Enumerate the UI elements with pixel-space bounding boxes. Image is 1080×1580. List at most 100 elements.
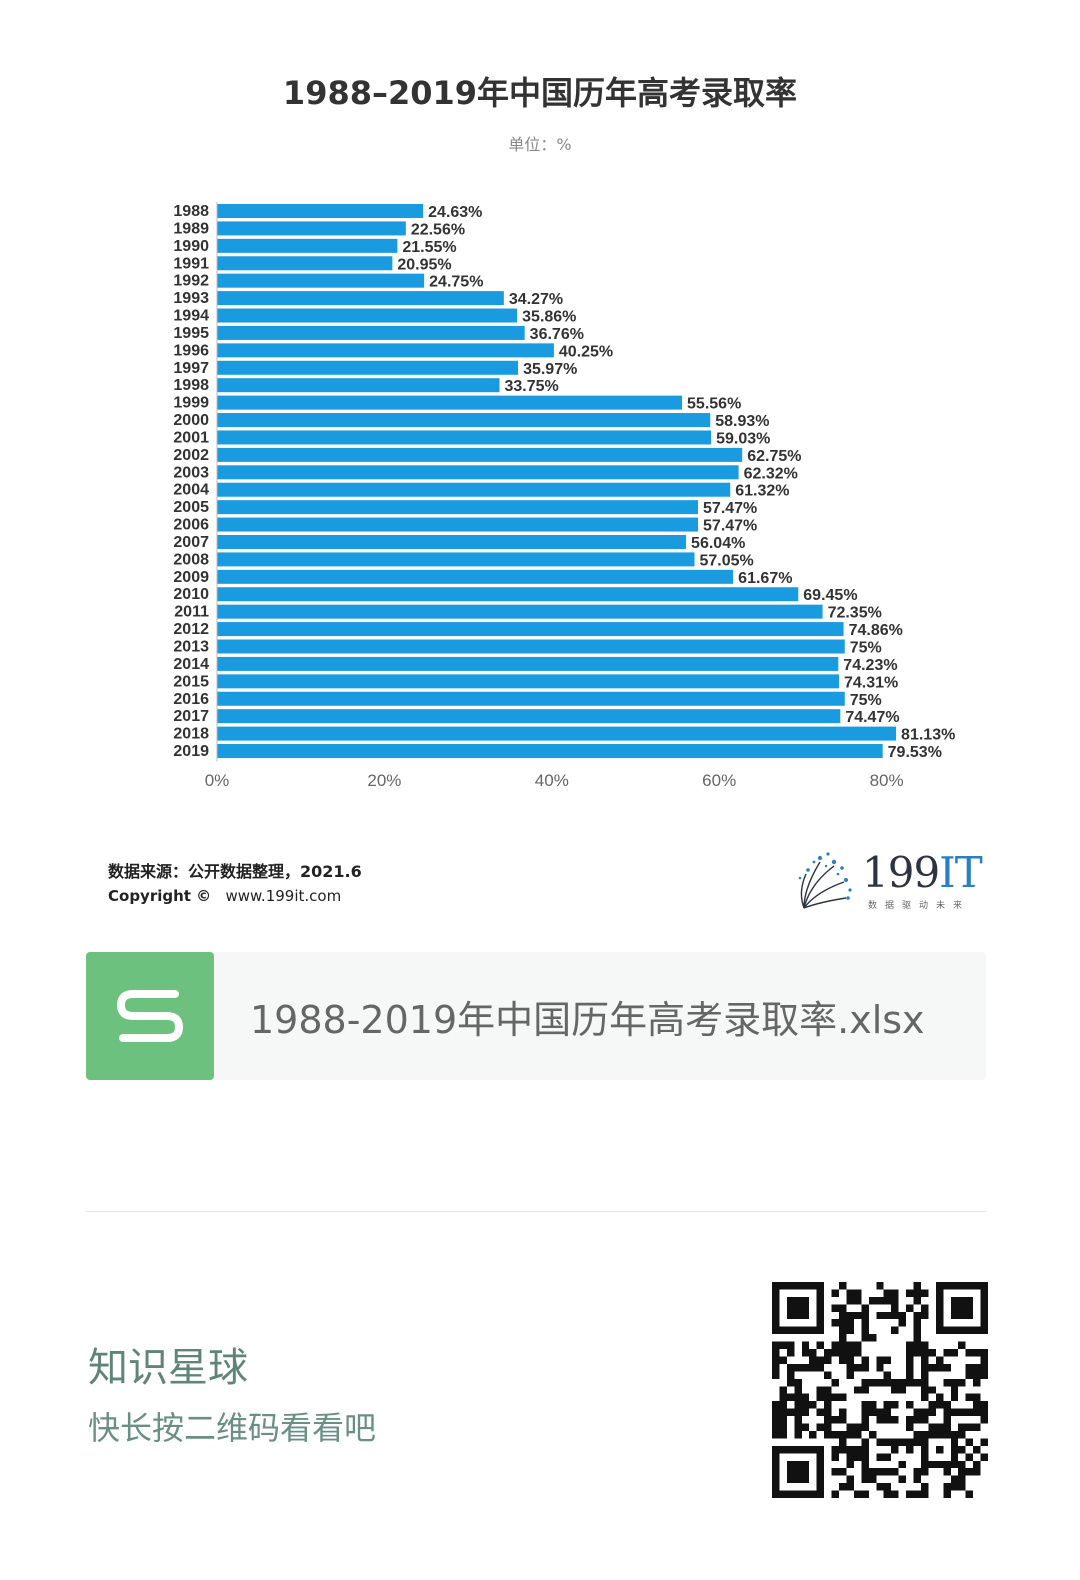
y-tick-label: 1995 (173, 325, 209, 342)
data-label: 22.56% (411, 221, 465, 238)
bar-chart: 1988 24.63% 1989 22.56% 1990 21.55% 1991 20.95%… (173, 202, 955, 790)
y-tick-label: 2010 (173, 586, 209, 603)
bar-2013 (217, 639, 845, 654)
bar-2015 (217, 674, 839, 689)
y-tick-label: 2001 (173, 429, 209, 446)
bar-1995 (217, 325, 525, 340)
data-label: 74.31% (844, 674, 898, 691)
bar-2001 (217, 430, 712, 445)
data-label: 81.13% (901, 727, 955, 744)
y-tick-label: 2000 (173, 412, 209, 429)
y-tick-label: 2004 (173, 482, 209, 499)
chart-card: 1988–2019年中国历年高考录取率 单位：% 1988 24.63% 1989 2… (108, 74, 983, 911)
bar-2008 (217, 552, 695, 567)
x-tick-label: 40% (535, 771, 569, 790)
data-label: 59.03% (716, 430, 770, 447)
bar-2017 (217, 709, 841, 724)
x-tick-label: 60% (702, 771, 736, 790)
qr-code-icon[interactable] (772, 1282, 988, 1498)
footer-title: 知识星球 (88, 1345, 248, 1391)
s-letter-icon (117, 990, 183, 1042)
data-label: 75% (850, 692, 882, 709)
bar-2006 (217, 517, 699, 532)
data-label: 61.32% (735, 483, 789, 500)
bar-2007 (217, 534, 687, 549)
data-label: 72.35% (828, 605, 882, 622)
chart-unit-label: 单位：% (508, 135, 572, 154)
bar-2012 (217, 622, 844, 637)
y-tick-label: 1991 (173, 255, 209, 272)
y-tick-label: 1989 (173, 220, 209, 237)
y-tick-label: 2008 (173, 551, 209, 568)
bar-1991 (217, 256, 393, 271)
bar-1988 (217, 204, 424, 218)
y-tick-label: 2015 (173, 673, 209, 690)
y-tick-label: 2007 (173, 534, 209, 551)
dandelion-logo-icon (798, 852, 852, 909)
file-attachment[interactable]: 1988-2019年中国历年高考录取率.xlsx (86, 952, 986, 1080)
x-tick-label: 80% (870, 771, 904, 790)
y-tick-label: 2002 (173, 447, 209, 464)
data-label: 74.47% (845, 709, 899, 726)
data-label: 79.53% (888, 744, 942, 761)
data-label: 33.75% (504, 378, 558, 395)
y-tick-label: 1992 (173, 273, 209, 290)
bar-2016 (217, 691, 845, 706)
y-tick-label: 2011 (174, 604, 209, 621)
data-label: 34.27% (509, 291, 563, 308)
bar-2009 (217, 569, 734, 584)
bar-1990 (217, 238, 398, 253)
y-tick-label: 2019 (173, 743, 209, 760)
bar-1996 (217, 343, 554, 358)
data-label: 57.47% (703, 500, 757, 517)
bar-2019 (217, 744, 883, 759)
footer-subtitle: 快长按二维码看看吧 (88, 1409, 377, 1447)
data-label: 74.23% (843, 657, 897, 674)
chart-title: 1988–2019年中国历年高考录取率 (282, 74, 798, 112)
y-tick-label: 1990 (173, 238, 209, 255)
bar-1997 (217, 360, 519, 375)
y-tick-label: 1996 (173, 342, 209, 359)
bar-1993 (217, 291, 504, 306)
logo-text: 199IT (862, 848, 983, 897)
data-label: 35.97% (523, 361, 577, 378)
y-tick-label: 2016 (173, 691, 209, 708)
data-label: 62.32% (744, 465, 798, 482)
bar-2011 (217, 604, 823, 619)
data-label: 57.05% (700, 552, 754, 569)
y-tick-label: 2009 (173, 569, 209, 586)
y-tick-label: 1994 (173, 308, 209, 325)
data-label: 75% (850, 640, 882, 657)
data-label: 58.93% (715, 413, 769, 430)
y-tick-label: 2012 (173, 621, 209, 638)
bar-1992 (217, 273, 425, 288)
data-label: 36.76% (530, 326, 584, 343)
x-tick-label: 0% (205, 771, 230, 790)
data-label: 35.86% (522, 309, 576, 326)
divider (86, 1211, 986, 1212)
file-name: 1988-2019年中国历年高考录取率.xlsx (250, 997, 925, 1042)
y-tick-label: 2017 (173, 708, 209, 725)
x-tick-label: 20% (367, 771, 401, 790)
bar-2014 (217, 656, 839, 671)
y-tick-label: 2014 (173, 656, 209, 673)
bar-2003 (217, 465, 739, 480)
y-tick-label: 2013 (173, 639, 209, 656)
data-label: 24.63% (428, 204, 482, 221)
bar-1994 (217, 308, 518, 323)
y-tick-label: 2006 (173, 517, 209, 534)
data-label: 20.95% (397, 256, 451, 273)
data-label: 69.45% (803, 587, 857, 604)
copyright-line: Copyright © www.199it.com (108, 887, 341, 905)
copyright-label: Copyright © (108, 887, 212, 905)
data-label: 61.67% (738, 570, 792, 587)
spreadsheet-icon (86, 952, 214, 1080)
data-label: 24.75% (429, 274, 483, 291)
y-tick-label: 1999 (173, 395, 209, 412)
bar-2000 (217, 413, 711, 428)
data-label: 56.04% (691, 535, 745, 552)
y-tick-label: 2018 (173, 726, 209, 743)
y-tick-label: 2005 (173, 499, 209, 516)
bar-2018 (217, 726, 897, 741)
y-tick-label: 1997 (173, 360, 209, 377)
